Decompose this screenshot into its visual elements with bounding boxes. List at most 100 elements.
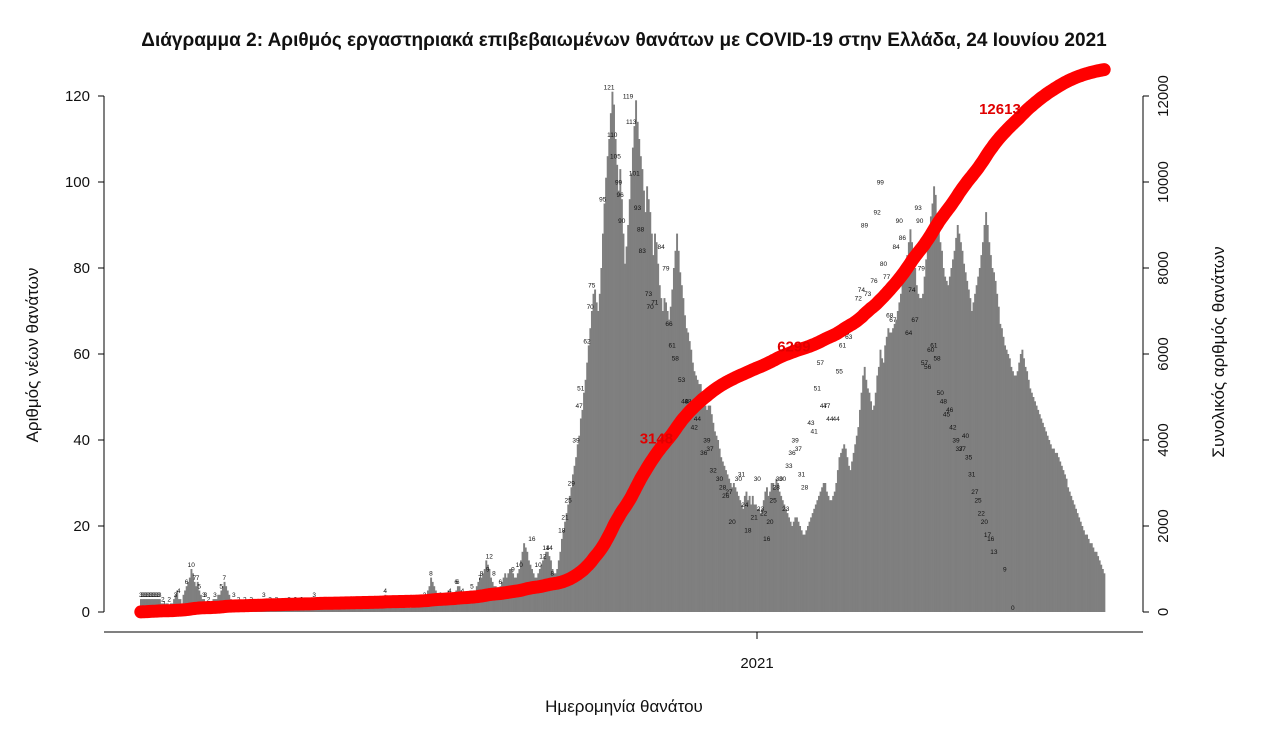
y-tick-label: 80 xyxy=(73,260,90,277)
bar xyxy=(903,272,906,612)
bar xyxy=(690,349,693,612)
cumulative-line xyxy=(134,63,1111,619)
bar xyxy=(753,504,756,612)
bar xyxy=(1029,388,1032,612)
bar-data-label: 16 xyxy=(763,536,771,543)
bar xyxy=(923,276,926,612)
bar xyxy=(1060,465,1063,612)
bar xyxy=(570,487,573,612)
bar xyxy=(715,435,718,612)
bar-data-label: 24 xyxy=(741,502,749,509)
bar xyxy=(409,607,412,612)
bar-data-label: 3 xyxy=(155,592,159,599)
bar xyxy=(595,302,598,612)
bar xyxy=(967,289,970,612)
bar xyxy=(983,225,986,612)
y-tick-label: 100 xyxy=(65,174,90,191)
bar xyxy=(1013,375,1016,612)
bar-data-label: 23 xyxy=(757,506,765,513)
bar xyxy=(698,384,701,612)
bar xyxy=(988,242,991,612)
bar xyxy=(803,534,806,612)
bar-data-label: 27 xyxy=(971,489,979,496)
bar xyxy=(223,581,226,612)
bar-data-label: 36 xyxy=(700,450,708,457)
bar xyxy=(904,263,907,612)
bar xyxy=(553,573,556,612)
bar-data-label: 84 xyxy=(658,244,666,251)
bar xyxy=(644,212,647,612)
bar xyxy=(587,345,590,612)
bar xyxy=(1032,397,1035,612)
bar xyxy=(362,607,365,612)
bar xyxy=(1041,422,1044,612)
bar-data-label: 99 xyxy=(615,179,623,186)
bar-data-label: 37 xyxy=(795,446,803,453)
bar xyxy=(1062,470,1065,612)
bar xyxy=(706,409,708,612)
bar-data-label: 39 xyxy=(572,437,580,444)
bar xyxy=(829,500,831,612)
bar-data-label: 110 xyxy=(607,132,618,139)
bar-data-label: 5 xyxy=(197,584,201,591)
bar xyxy=(887,328,890,612)
bar xyxy=(590,311,593,612)
bar-data-label: 90 xyxy=(618,218,626,225)
bar-data-label: 22 xyxy=(978,510,986,517)
bar xyxy=(649,212,652,612)
bar xyxy=(1027,379,1030,612)
bar xyxy=(906,255,909,612)
bar xyxy=(556,569,559,612)
bar-data-label: 3 xyxy=(156,592,160,599)
bar xyxy=(616,164,619,613)
bar xyxy=(767,495,770,612)
bar xyxy=(1024,366,1027,612)
bar xyxy=(687,332,690,612)
bar-data-label: 4 xyxy=(383,588,387,595)
bar xyxy=(881,358,884,612)
bar xyxy=(1030,392,1033,612)
bar xyxy=(668,319,671,612)
bar-data-label: 7 xyxy=(196,575,200,582)
bar xyxy=(922,293,925,612)
bar xyxy=(1000,328,1003,612)
bar xyxy=(747,500,749,612)
bar-data-label: 35 xyxy=(965,455,973,462)
bar-data-label: 60 xyxy=(927,347,935,354)
y2-tick-label: 12000 xyxy=(1155,75,1172,117)
bar xyxy=(1101,569,1104,612)
bar-data-label: 6 xyxy=(185,579,189,586)
bar xyxy=(854,444,857,612)
bar-data-label: 33 xyxy=(785,463,793,470)
bar xyxy=(761,508,764,612)
bar xyxy=(811,513,814,612)
bar-data-label: 47 xyxy=(820,403,828,410)
bar xyxy=(326,607,328,612)
bar-data-label: 39 xyxy=(792,437,800,444)
bar xyxy=(608,139,611,612)
bar xyxy=(1064,474,1066,612)
bar xyxy=(920,298,923,612)
bar xyxy=(1046,435,1049,612)
bar xyxy=(743,495,746,612)
bar xyxy=(832,495,835,612)
bar xyxy=(907,242,910,612)
bar xyxy=(1034,401,1036,612)
bar xyxy=(918,298,921,612)
bar xyxy=(193,581,196,612)
bar xyxy=(777,483,779,612)
bar xyxy=(936,216,939,612)
bar xyxy=(650,233,653,612)
bar xyxy=(341,607,344,612)
bar xyxy=(742,508,745,612)
y-tick-label: 120 xyxy=(65,88,90,105)
bar-data-label: 31 xyxy=(968,472,976,479)
bar-data-label: 10 xyxy=(535,562,543,569)
bar-data-label: 58 xyxy=(672,356,680,363)
bar xyxy=(620,199,623,612)
bar xyxy=(974,293,977,612)
bar-data-label: 48 xyxy=(940,399,948,406)
bar xyxy=(225,586,228,612)
